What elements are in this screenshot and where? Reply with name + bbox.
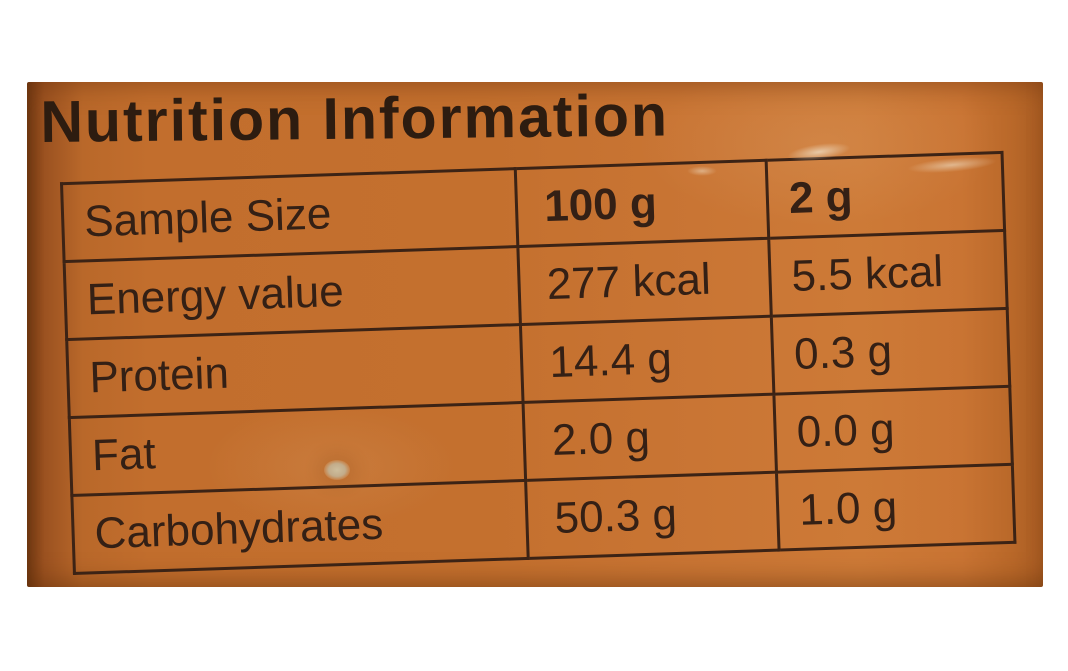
label-title: Nutrition Information (40, 82, 670, 155)
nutrient-name-cell: Sample Size (61, 168, 519, 262)
nutrient-name-cell: Carbohydrates (71, 480, 529, 574)
nutrient-name-cell: Energy value (64, 246, 521, 340)
per-100g-cell: 100 g (515, 160, 769, 247)
nutrition-table-body: Sample Size 100 g 2 g Energy value 277 k… (61, 152, 1015, 574)
label-scuff (687, 166, 717, 176)
nutrient-name-cell: Protein (66, 324, 524, 418)
per-2g-cell: 0.0 g (773, 386, 1013, 473)
nutrition-table: Sample Size 100 g 2 g Energy value 277 k… (60, 151, 1017, 575)
per-2g-cell: 5.5 kcal (768, 230, 1008, 317)
per-100g-cell: 14.4 g (520, 316, 774, 403)
label-speck (324, 460, 350, 480)
per-100g-cell: 50.3 g (525, 472, 780, 559)
nutrition-label: Nutrition Information Sample Size 100 g … (27, 82, 1043, 587)
per-100g-cell: 2.0 g (523, 394, 777, 481)
nutrient-name-cell: Fat (69, 402, 526, 496)
per-100g-cell: 277 kcal (518, 238, 772, 325)
per-2g-cell: 0.3 g (771, 308, 1010, 395)
per-2g-cell: 1.0 g (776, 464, 1015, 551)
